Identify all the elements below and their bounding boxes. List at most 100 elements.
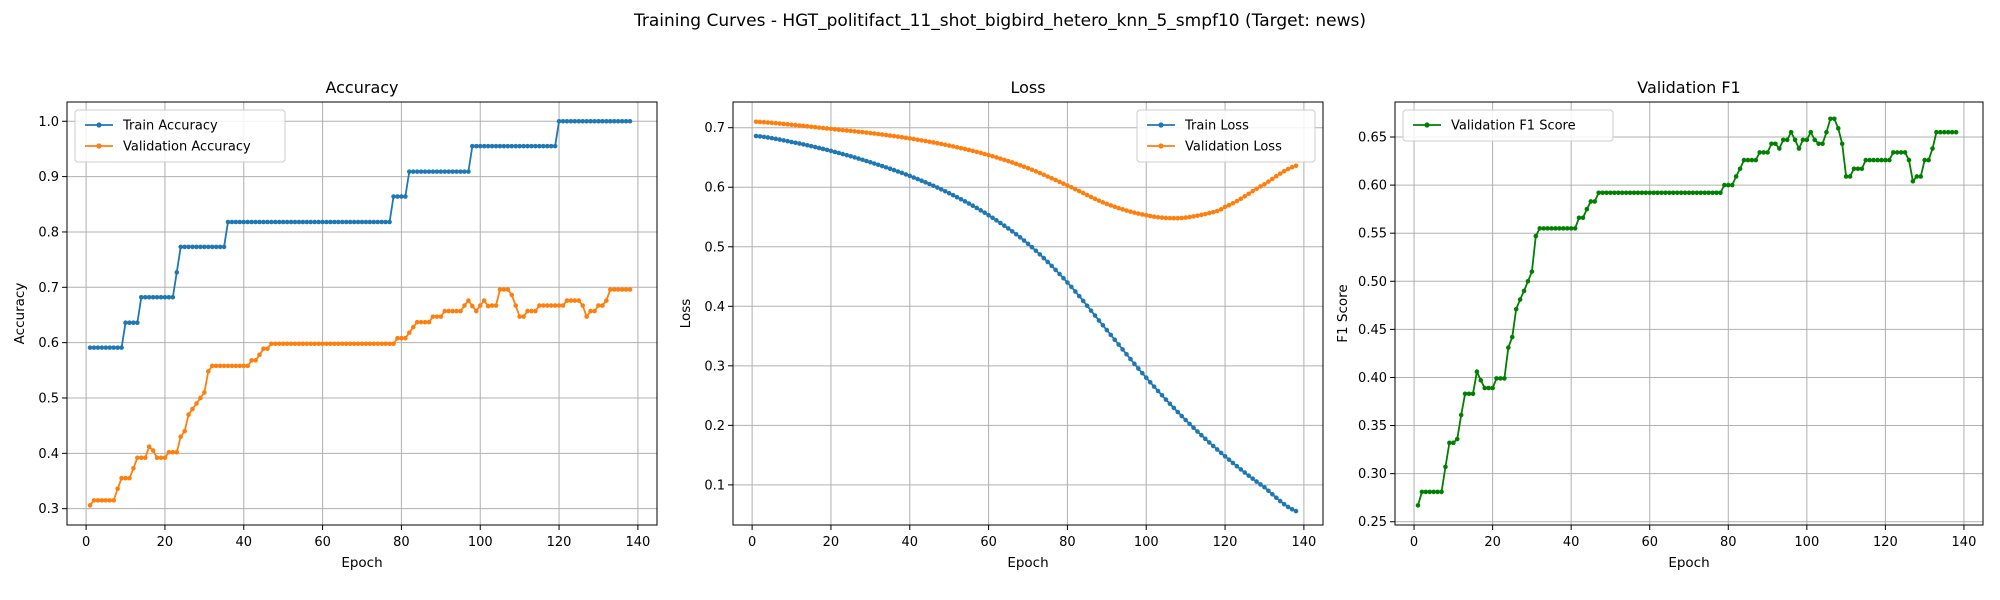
data-point (170, 449, 176, 455)
x-tick-label: 60 (1641, 535, 1658, 550)
x-tick-label: 100 (1794, 535, 1819, 550)
data-point (1561, 226, 1566, 231)
data-point (619, 118, 625, 124)
data-point (1254, 186, 1259, 192)
data-point (1013, 161, 1019, 167)
data-point (1604, 190, 1609, 196)
x-tick-label: 100 (1134, 535, 1159, 550)
data-point (608, 287, 613, 292)
data-point (864, 130, 869, 135)
data-point (304, 219, 310, 225)
data-point (966, 147, 972, 153)
data-point (611, 118, 617, 124)
data-point (844, 152, 849, 158)
data-point (249, 219, 254, 225)
data-point (836, 127, 842, 133)
data-point (146, 444, 152, 449)
x-axis-label: Epoch (341, 555, 382, 571)
y-tick-label: 0.3 (38, 502, 59, 517)
data-point (107, 345, 113, 350)
data-point (765, 120, 771, 125)
data-point (1867, 157, 1872, 163)
data-point (1155, 214, 1161, 220)
data-point (1108, 203, 1114, 208)
data-point (1753, 157, 1759, 163)
figure-suptitle: Training Curves - HGT_politifact_11_shot… (633, 11, 1366, 31)
data-point (1690, 190, 1696, 196)
x-tick-label: 100 (468, 535, 493, 550)
data-point (1159, 393, 1165, 398)
x-tick-label: 20 (823, 535, 840, 550)
plot-area (67, 102, 657, 525)
data-point (391, 341, 396, 347)
data-point (1447, 440, 1452, 446)
data-point (816, 125, 822, 130)
data-point (142, 455, 148, 461)
data-point (1513, 306, 1519, 312)
data-point (1234, 463, 1240, 469)
data-point (221, 363, 227, 369)
data-point (269, 219, 274, 225)
y-tick-label: 0.5 (38, 391, 59, 406)
data-point (556, 118, 562, 124)
data-point (533, 143, 538, 149)
data-point (1128, 356, 1133, 362)
data-point (1851, 166, 1857, 172)
data-point (166, 294, 172, 300)
data-point (1183, 215, 1188, 220)
data-point (781, 121, 786, 127)
x-tick-label: 0 (1410, 535, 1418, 550)
data-point (328, 219, 333, 225)
data-point (1266, 488, 1271, 494)
data-point (1041, 172, 1047, 178)
data-point (367, 219, 373, 225)
data-point (604, 298, 609, 303)
data-point (1588, 199, 1594, 204)
axes-frame (66, 101, 658, 526)
data-point (1037, 252, 1043, 257)
data-point (548, 303, 554, 308)
data-point (517, 314, 522, 319)
data-point (410, 324, 416, 330)
series-validation-f1-score (1415, 116, 1959, 508)
data-point (1545, 226, 1550, 231)
data-point (146, 294, 152, 300)
data-point (1623, 190, 1629, 196)
data-point (434, 314, 440, 319)
data-point (974, 205, 980, 211)
panel-title: Validation F1 (1637, 78, 1740, 97)
data-point (217, 244, 223, 250)
data-point (887, 133, 893, 138)
data-point (907, 173, 913, 179)
data-point (1832, 116, 1837, 122)
legend-swatch-marker (96, 143, 102, 149)
data-point (938, 187, 944, 192)
data-point (860, 129, 865, 135)
data-point (1084, 303, 1090, 309)
data-point (265, 346, 270, 352)
data-point (1270, 176, 1275, 182)
data-point (410, 169, 416, 174)
data-point (328, 341, 333, 347)
data-point (438, 314, 444, 319)
data-point (355, 219, 361, 225)
data-point (442, 169, 448, 174)
data-point (1120, 347, 1125, 352)
data-point (395, 335, 400, 341)
data-point (608, 118, 613, 124)
data-point (958, 196, 964, 202)
data-point (1902, 150, 1908, 155)
data-point (970, 148, 976, 154)
data-point (789, 122, 794, 128)
data-point (497, 287, 503, 292)
data-point (1080, 190, 1086, 196)
data-point (1647, 190, 1653, 196)
data-point (276, 341, 282, 347)
data-point (785, 138, 790, 144)
data-point (757, 119, 763, 125)
data-point (1914, 174, 1920, 179)
data-point (820, 125, 826, 131)
data-point (1120, 207, 1125, 212)
data-point (915, 176, 920, 182)
legend-box (1402, 109, 1614, 142)
